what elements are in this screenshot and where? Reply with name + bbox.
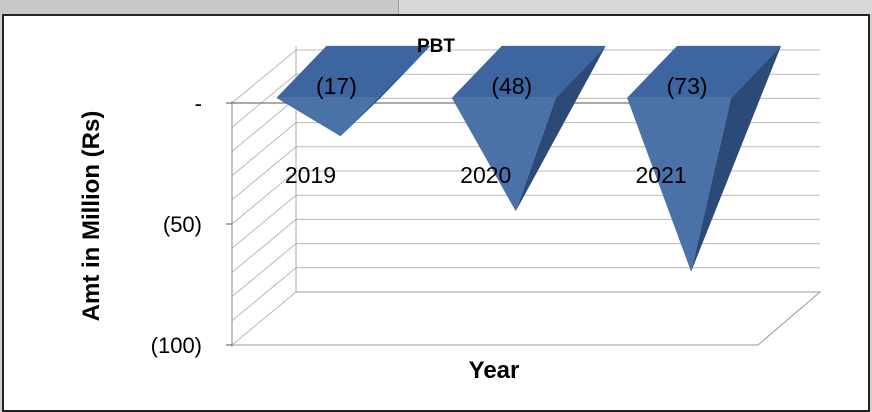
chart-frame: PBT Amt in Million (Rs) Year - (50) (100) … xyxy=(2,14,870,412)
y-tick-label: - xyxy=(195,91,202,116)
side-gridline xyxy=(231,267,297,322)
side-gridline xyxy=(231,49,297,104)
y-axis-label: Amt in Million (Rs) xyxy=(78,111,105,322)
pyramid-bar xyxy=(451,45,606,212)
data-label: (17) xyxy=(316,73,357,99)
pyramid-front-face xyxy=(276,97,381,137)
chart-floor xyxy=(232,291,822,346)
pbt-chart: PBT Amt in Million (Rs) Year -(50)(100) … xyxy=(78,36,822,384)
y-tick-label: (50) xyxy=(163,212,202,237)
window-top-strip xyxy=(0,0,872,14)
x-tick-label: 2019 xyxy=(285,162,336,188)
side-gridline xyxy=(231,219,297,273)
side-gridline xyxy=(231,98,297,152)
x-tick-label: 2020 xyxy=(460,162,511,188)
side-gridline xyxy=(231,146,297,201)
pyramid-front-face xyxy=(451,97,556,212)
chart-bars xyxy=(276,45,782,272)
chart-title: PBT xyxy=(417,36,455,57)
x-axis-label: Year xyxy=(469,357,520,384)
chart-labels: (17) 2019 (48) 2020 (73) 2021 xyxy=(285,73,708,188)
side-gridline xyxy=(231,194,297,249)
y-axis-ticks: - (50) (100) xyxy=(151,91,232,358)
side-gridline xyxy=(231,170,297,225)
side-gridline xyxy=(231,243,297,297)
y-tick-label: (100) xyxy=(151,333,202,358)
data-label: (48) xyxy=(491,73,532,99)
pyramid-side-face xyxy=(691,45,782,272)
side-gridline xyxy=(231,73,297,128)
sheet-tab-area xyxy=(0,0,399,14)
pyramid-side-face xyxy=(340,45,431,137)
side-gridline xyxy=(231,291,297,346)
data-label: (73) xyxy=(667,73,708,99)
side-gridline xyxy=(231,122,297,176)
pyramid-bar xyxy=(627,45,782,272)
x-tick-label: 2021 xyxy=(636,162,687,188)
pyramid-top-face xyxy=(627,45,782,98)
pyramid-top-face xyxy=(451,45,606,98)
pyramid-bar xyxy=(276,45,431,137)
pyramid-side-face xyxy=(515,45,606,212)
pyramid-front-face xyxy=(627,97,732,272)
chart-grid xyxy=(231,46,822,347)
